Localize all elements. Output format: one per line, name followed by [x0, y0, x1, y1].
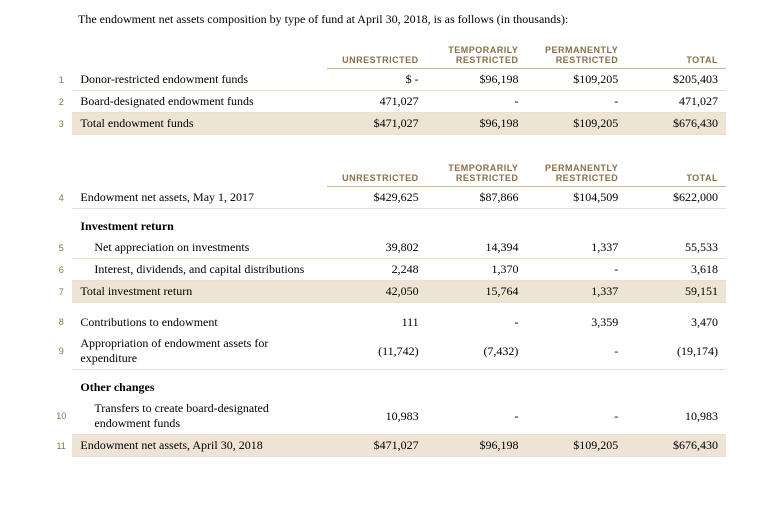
col-perm-restricted: PERMANENTLY RESTRICTED — [526, 159, 626, 187]
cell: $109,205 — [526, 69, 626, 91]
cell: 2,248 — [327, 259, 427, 281]
row-label: Appropriation of endowment assets for ex… — [72, 333, 327, 370]
row-number: 5 — [50, 237, 72, 259]
col-perm-restricted: PERMANENTLY RESTRICTED — [526, 41, 626, 69]
section-heading: Other changes — [50, 370, 726, 399]
cell: 471,027 — [327, 91, 427, 113]
cell: $471,027 — [327, 435, 427, 457]
table-row: 2 Board-designated endowment funds 471,0… — [50, 91, 726, 113]
row-label: Net appreciation on investments — [72, 237, 327, 259]
row-label: Endowment net assets, April 30, 2018 — [72, 435, 327, 457]
cell: 15,764 — [427, 281, 527, 303]
row-label: Board-designated endowment funds — [72, 91, 327, 113]
cell: $109,205 — [526, 435, 626, 457]
cell: - — [427, 303, 527, 334]
row-label: Contributions to endowment — [72, 303, 327, 334]
cell: 3,359 — [526, 303, 626, 334]
cell: $429,625 — [327, 187, 427, 209]
cell: 471,027 — [626, 91, 726, 113]
col-temp-restricted: TEMPORARILY RESTRICTED — [427, 159, 527, 187]
cell: 10,983 — [327, 398, 427, 435]
cell: - — [427, 398, 527, 435]
table-row-total: 11 Endowment net assets, April 30, 2018 … — [50, 435, 726, 457]
row-number: 10 — [50, 398, 72, 435]
cell: 3,470 — [626, 303, 726, 334]
row-label: Endowment net assets, May 1, 2017 — [72, 187, 327, 209]
col-total: TOTAL — [626, 159, 726, 187]
blank-head — [50, 159, 72, 187]
endowment-changes-table: UNRESTRICTED TEMPORARILY RESTRICTED PERM… — [50, 159, 726, 457]
cell: $205,403 — [626, 69, 726, 91]
blank-head — [72, 159, 327, 187]
cell: $96,198 — [427, 113, 527, 135]
cell: 1,337 — [526, 281, 626, 303]
cell: 55,533 — [626, 237, 726, 259]
table-row-total: 7 Total investment return 42,050 15,764 … — [50, 281, 726, 303]
row-number: 3 — [50, 113, 72, 135]
cell: - — [526, 91, 626, 113]
cell: - — [526, 398, 626, 435]
cell: $471,027 — [327, 113, 427, 135]
table-row: 6 Interest, dividends, and capital distr… — [50, 259, 726, 281]
row-label: Total investment return — [72, 281, 327, 303]
table-row: 5 Net appreciation on investments 39,802… — [50, 237, 726, 259]
cell: 14,394 — [427, 237, 527, 259]
cell: - — [427, 91, 527, 113]
blank-head — [72, 41, 327, 69]
row-number: 2 — [50, 91, 72, 113]
cell: 3,618 — [626, 259, 726, 281]
table-row: 4 Endowment net assets, May 1, 2017 $429… — [50, 187, 726, 209]
cell: 1,337 — [526, 237, 626, 259]
cell: $ - — [327, 69, 427, 91]
table-row: 9 Appropriation of endowment assets for … — [50, 333, 726, 370]
cell: 39,802 — [327, 237, 427, 259]
cell: (19,174) — [626, 333, 726, 370]
cell: $622,000 — [626, 187, 726, 209]
blank-head — [50, 41, 72, 69]
cell: 111 — [327, 303, 427, 334]
cell: (11,742) — [327, 333, 427, 370]
row-label: Interest, dividends, and capital distrib… — [72, 259, 327, 281]
cell: (7,432) — [427, 333, 527, 370]
row-label: Transfers to create board-designated end… — [72, 398, 327, 435]
cell: $104,509 — [526, 187, 626, 209]
col-unrestricted: UNRESTRICTED — [327, 159, 427, 187]
row-number: 7 — [50, 281, 72, 303]
cell: $96,198 — [427, 435, 527, 457]
section-label: Investment return — [72, 209, 327, 238]
intro-text: The endowment net assets composition by … — [78, 12, 726, 27]
row-number: 4 — [50, 187, 72, 209]
col-total: TOTAL — [626, 41, 726, 69]
cell: $109,205 — [526, 113, 626, 135]
row-number: 11 — [50, 435, 72, 457]
cell: 1,370 — [427, 259, 527, 281]
row-number: 8 — [50, 303, 72, 334]
section-label: Other changes — [72, 370, 327, 399]
section-heading: Investment return — [50, 209, 726, 238]
table-row: 8 Contributions to endowment 111 - 3,359… — [50, 303, 726, 334]
cell: 10,983 — [626, 398, 726, 435]
table-row: 10 Transfers to create board-designated … — [50, 398, 726, 435]
cell: $676,430 — [626, 113, 726, 135]
cell: - — [526, 259, 626, 281]
cell: 42,050 — [327, 281, 427, 303]
row-number: 6 — [50, 259, 72, 281]
cell: - — [526, 333, 626, 370]
col-unrestricted: UNRESTRICTED — [327, 41, 427, 69]
col-temp-restricted: TEMPORARILY RESTRICTED — [427, 41, 527, 69]
row-number: 1 — [50, 69, 72, 91]
cell: 59,151 — [626, 281, 726, 303]
row-label: Donor-restricted endowment funds — [72, 69, 327, 91]
cell: $676,430 — [626, 435, 726, 457]
endowment-composition-table: UNRESTRICTED TEMPORARILY RESTRICTED PERM… — [50, 41, 726, 135]
cell: $96,198 — [427, 69, 527, 91]
row-label: Total endowment funds — [72, 113, 327, 135]
cell: $87,866 — [427, 187, 527, 209]
row-number: 9 — [50, 333, 72, 370]
table-row-total: 3 Total endowment funds $471,027 $96,198… — [50, 113, 726, 135]
table-row: 1 Donor-restricted endowment funds $ - $… — [50, 69, 726, 91]
